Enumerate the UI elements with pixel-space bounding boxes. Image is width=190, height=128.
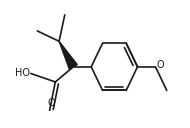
Text: O: O: [156, 60, 164, 70]
Text: HO: HO: [15, 68, 30, 78]
Polygon shape: [59, 41, 77, 69]
Text: O: O: [48, 98, 55, 108]
